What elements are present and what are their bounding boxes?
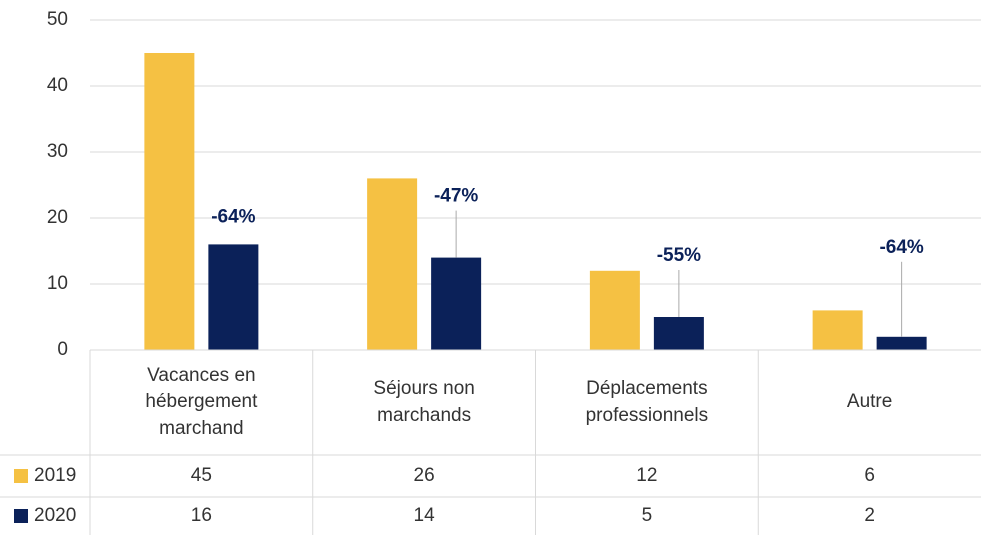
- table-value: 5: [642, 505, 653, 526]
- table-value: 45: [191, 465, 212, 486]
- annotation: -47%: [434, 186, 478, 207]
- y-tick-label: 20: [47, 207, 68, 228]
- table-value: 12: [636, 465, 657, 486]
- y-tick-label: 40: [47, 75, 68, 96]
- table-value: 2: [864, 505, 875, 526]
- y-tick-label: 10: [47, 273, 68, 294]
- y-tick-label: 30: [47, 141, 68, 162]
- legend-label: 2020: [34, 505, 76, 526]
- legend-swatch: [14, 469, 28, 483]
- bar: [144, 53, 195, 350]
- y-tick-label: 0: [57, 339, 68, 360]
- x-tick-label: Déplacements professionnels: [585, 377, 709, 426]
- bar: [812, 310, 863, 350]
- table-value: 14: [414, 505, 436, 526]
- legend-label: 2019: [34, 465, 76, 486]
- bar: [653, 317, 704, 350]
- bar: [876, 336, 927, 350]
- table-value: 16: [191, 505, 212, 526]
- legend-swatch: [14, 509, 28, 523]
- bar: [589, 270, 640, 350]
- x-tick-label: Séjours non marchands: [373, 377, 475, 426]
- table-value: 26: [414, 465, 435, 486]
- bar: [208, 244, 259, 350]
- annotation: -64%: [211, 206, 255, 227]
- y-tick-label: 50: [47, 9, 68, 30]
- x-tick-label: Vacances en hébergement marchand: [145, 364, 258, 439]
- annotation: -55%: [657, 245, 701, 266]
- bar: [367, 178, 418, 350]
- x-tick-label: Autre: [846, 391, 893, 413]
- table-value: 6: [864, 465, 875, 486]
- bar: [431, 257, 482, 350]
- annotation: -64%: [879, 237, 923, 258]
